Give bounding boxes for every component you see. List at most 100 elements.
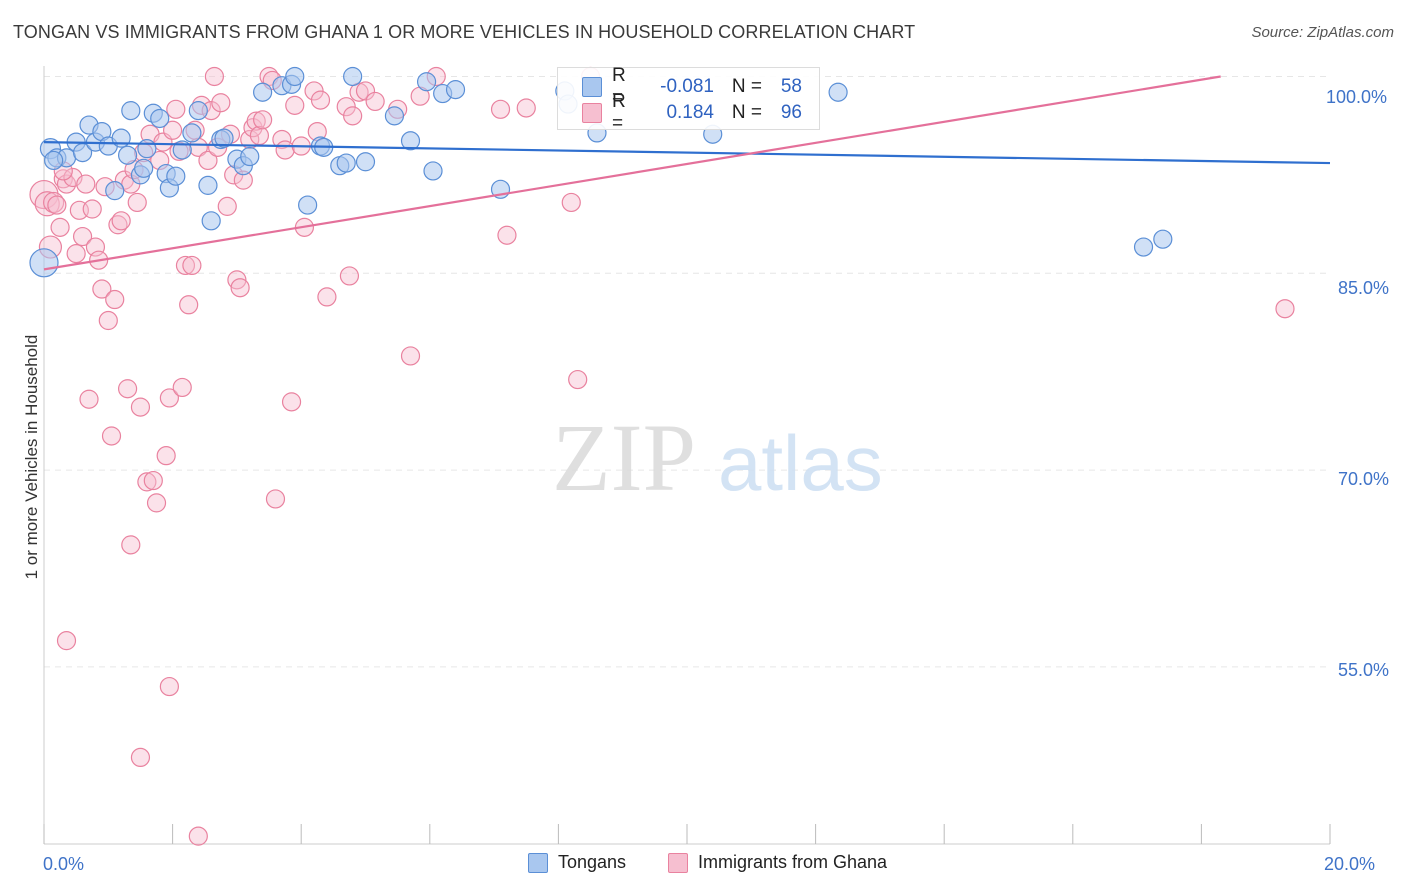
tongan-point [44,150,64,171]
source-label: Source: ZipAtlas.com [1251,24,1394,41]
tongan-point [134,158,154,178]
ghana-point [47,195,67,215]
tongan-point [416,72,437,92]
ghana-point [365,91,385,112]
trend-lines [43,75,1331,271]
ghana-point [516,98,536,118]
ghana-point [285,95,305,115]
tongan-point [29,248,59,278]
ghana-point [188,826,208,846]
ghana-point [101,426,122,446]
y-label-70: 70.0% [1338,469,1390,489]
y-label-85: 85.0% [1338,278,1390,298]
tongan-point [445,80,466,100]
ghana-point [130,747,151,768]
r-value: -0.081 [660,76,714,97]
ghana-point [137,472,157,492]
watermark-zip: ZIP [552,404,696,511]
ghana-point [182,255,202,276]
ghana-point [29,179,59,210]
ghana-point [56,631,77,651]
r-value: 0.184 [666,102,714,123]
ghana-point [343,106,363,126]
ghana-point [172,377,192,398]
tongans-swatch [582,77,602,97]
ghana-point [253,110,273,130]
ghana-point [72,226,93,247]
tongan-point [188,101,208,121]
ghana-point [204,66,224,87]
tongan-point [150,108,170,129]
n-value: 96 [780,102,802,123]
ghana-point [156,446,176,466]
ghana-points [29,66,1295,846]
tongan-point [423,161,443,181]
tongan-point [400,131,421,151]
tongans-legend-swatch [528,852,548,873]
ghana-point [76,174,96,194]
stats-legend: R = -0.081 N = 58 R = 0.184 N = 96 [557,65,820,134]
ghana-trend-line [43,75,1221,271]
tongan-point [201,211,221,231]
ghana-swatch [582,103,602,123]
ghana-point [146,493,167,513]
ghana-point [79,389,99,409]
ghana-point [159,388,179,408]
ghana-point [568,369,588,390]
ghana-point [166,99,186,119]
legend-item-ghana[interactable]: Immigrants from Ghana [668,852,887,873]
x-max-label: 20.0% [1324,854,1376,874]
ghana-point [339,266,360,286]
ghana-point [497,225,517,245]
tongan-point [384,106,405,126]
ghana-point [281,392,302,412]
tongan-point [214,128,234,148]
ghana-point [400,346,421,366]
tongan-point [1153,229,1173,249]
ghana-point [265,489,286,509]
ghana-point [111,211,131,231]
ghana-point [53,169,73,189]
tongans-trend-line [43,140,1331,165]
ghana-point [163,120,183,140]
ghana-point [175,255,196,276]
tongan-point [253,82,273,102]
ghana-point [230,278,250,298]
chart-title: TONGAN VS IMMIGRANTS FROM GHANA 1 OR MOR… [13,22,916,42]
ghana-point [105,289,125,310]
ghana-point [98,310,118,331]
ghana-point [317,287,337,307]
n-label: N = [731,76,762,97]
legend-row-ghana: R = 0.184 N = 96 [582,91,802,134]
ghana-legend-label: Immigrants from Ghana [698,852,888,872]
tongan-point [105,181,125,201]
tongan-point [298,195,318,215]
axes [43,66,1331,845]
ghana-point [275,140,295,160]
r-label: R = [612,91,626,134]
tongan-point [137,139,157,159]
watermark: ZIP atlas [552,404,883,511]
ghana-point [1275,299,1295,319]
ghana-point [127,192,147,213]
tongan-point [828,82,848,102]
tongan-point [355,152,376,172]
ghana-point [249,125,270,146]
ghana-point [82,199,102,219]
watermark-atlas: atlas [718,419,883,507]
n-label: N = [731,102,762,123]
legend-row-tongans: R = -0.081 N = 58 [582,65,802,108]
legend-item-tongans[interactable]: Tongans [528,852,626,873]
ghana-legend-swatch [668,852,688,873]
tongan-point [166,166,186,186]
r-label: R = [612,65,626,108]
tongan-point [117,145,138,165]
ghana-point [355,81,376,101]
tongan-point [182,123,202,143]
tongan-point [121,101,141,121]
tongan-point [285,66,305,87]
n-value: 58 [780,76,802,97]
ghana-point [143,470,163,491]
ghana-point [561,192,581,213]
